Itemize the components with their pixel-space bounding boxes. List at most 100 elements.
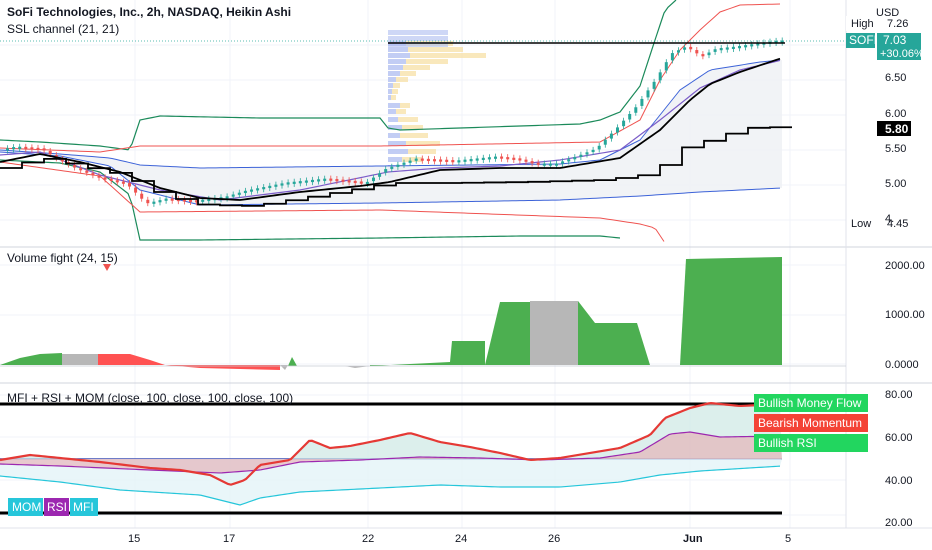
volume-profile-bar [388, 89, 392, 94]
candle [530, 161, 534, 164]
candle [677, 50, 680, 53]
mfi-legend-box[interactable] [70, 498, 98, 516]
volume-profile-bar [388, 95, 391, 100]
candle [506, 157, 510, 160]
rsi-legend-box[interactable] [44, 498, 69, 516]
oscillator-panel[interactable] [0, 401, 782, 515]
candle [189, 199, 192, 202]
candle [121, 181, 125, 184]
osc-tick: 60.00 [885, 432, 913, 444]
price-axis[interactable]: USD High 7.26 SOFI 7.03 +30.06% 6.50 6.0… [846, 7, 924, 230]
candle [457, 160, 461, 163]
volume-gray-area [530, 301, 578, 365]
mom-line [0, 431, 781, 474]
volume-profile-bar [388, 141, 406, 146]
volume-profile-bar [408, 47, 463, 52]
volume-profile-bar [396, 109, 406, 114]
candle [518, 158, 522, 161]
candle [237, 192, 241, 195]
last-price: 7.03 [883, 33, 907, 47]
volume-green-area [578, 301, 650, 365]
volume-profile-bar [388, 42, 448, 47]
candle [390, 166, 394, 169]
candle [731, 46, 735, 50]
volume-profile-bar [393, 83, 400, 88]
ssl-channel-bands [0, 0, 782, 242]
candle [433, 159, 436, 162]
time-axis[interactable]: 15 17 22 24 26 Jun 5 [128, 533, 791, 545]
candle [664, 62, 668, 71]
candle [536, 162, 540, 165]
volume-profile-bar [388, 71, 400, 76]
price-tick: 5.50 [885, 143, 906, 155]
bullish-rsi-text: Bullish RSI [758, 436, 817, 450]
candle [323, 178, 327, 181]
mom-legend-box[interactable] [8, 498, 43, 516]
volume-profile-bar [400, 71, 416, 76]
candle [6, 148, 9, 151]
volume-profile-bar [403, 65, 430, 70]
price-panel[interactable] [0, 0, 846, 242]
candle [426, 158, 430, 162]
volume-profile-bar [398, 117, 418, 122]
volume-profile-bar [388, 47, 408, 52]
mfi-legend-text: MFI [73, 500, 94, 514]
candle [152, 201, 156, 204]
candle [170, 198, 174, 201]
volume-profile-bar [388, 36, 448, 41]
candle [304, 180, 308, 183]
candle [652, 81, 656, 89]
band-red-bottom [0, 161, 665, 242]
ssl-up-line [0, 57, 781, 201]
candle [646, 90, 650, 98]
candle [298, 181, 302, 184]
candle [622, 120, 626, 127]
volume-green-area [288, 357, 345, 366]
candle [18, 146, 22, 149]
volume-axis[interactable]: 2000.00 1000.00 0.0000 [885, 260, 925, 371]
candle [640, 98, 644, 106]
oscillator-axis[interactable]: 80.00 60.00 40.00 20.00 [885, 389, 913, 529]
volume-tick: 0.0000 [885, 359, 919, 371]
bullish-money-flow-tag [754, 394, 868, 412]
bearish-momentum-text: Bearish Momentum [758, 416, 862, 430]
volume-fight-panel[interactable] [0, 257, 846, 370]
low-value: 4.45 [887, 218, 908, 230]
candle [603, 139, 607, 145]
candle [585, 152, 589, 155]
volume-fight-label[interactable]: Volume fight (24, 15) [7, 251, 118, 265]
time-tick: 5 [785, 533, 791, 545]
volume-profile-bar [388, 77, 396, 82]
candle [359, 181, 363, 184]
candle [103, 177, 107, 180]
mfi-line [0, 465, 781, 506]
candle [311, 179, 314, 183]
candle [335, 179, 339, 182]
ssl-indicator-label[interactable]: SSL channel (21, 21) [7, 22, 119, 36]
candle [365, 181, 369, 185]
candle [701, 54, 705, 57]
candle [60, 158, 64, 162]
volume-gray-area [345, 366, 370, 368]
candle [262, 187, 266, 190]
candle [725, 47, 729, 50]
oscillator-label[interactable]: MFI + RSI + MOM (close, 100, close, 100,… [7, 391, 293, 405]
candle [42, 148, 46, 151]
candle [774, 40, 778, 44]
osc-tick: 40.00 [885, 475, 913, 487]
candle [384, 169, 388, 173]
volume-profile-bar [410, 53, 486, 58]
bearish-momentum-tag [754, 414, 868, 432]
candle [207, 198, 211, 202]
candle [469, 159, 473, 162]
volume-profile-bar [402, 157, 422, 162]
volume-green-area [370, 341, 485, 366]
candle [683, 47, 687, 50]
candle [231, 194, 235, 197]
candle [268, 185, 272, 189]
candle [408, 160, 412, 163]
time-tick: 22 [362, 533, 374, 545]
ma-line [0, 59, 781, 201]
candle [548, 163, 552, 166]
